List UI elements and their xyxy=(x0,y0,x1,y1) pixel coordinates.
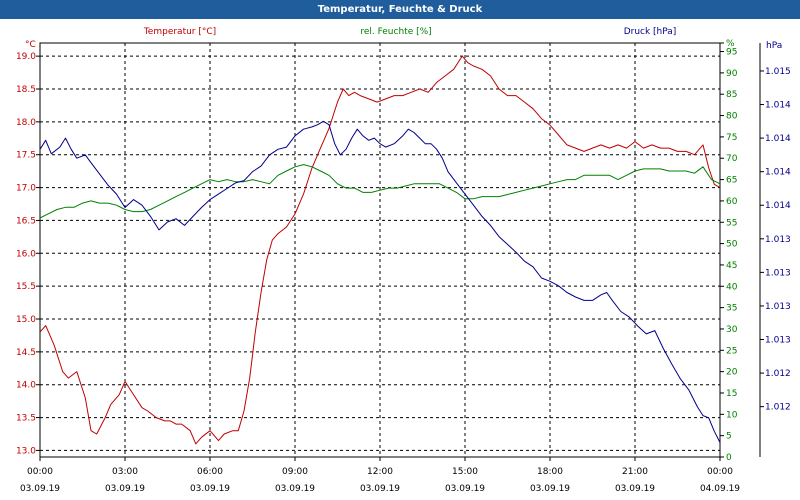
humidity-tick-label: 55 xyxy=(726,218,737,228)
x-tick-time: 03:00 xyxy=(112,467,138,477)
humidity-tick-label: 10 xyxy=(726,410,738,420)
x-tick-date: 03.09.19 xyxy=(105,484,145,494)
x-tick-time: 00:00 xyxy=(707,467,733,477)
series-lines xyxy=(39,55,721,445)
humidity-tick-label: 50 xyxy=(726,240,738,250)
legend-temperature: Temperatur [°C] xyxy=(143,27,216,37)
temperature-tick-label: 18.0 xyxy=(16,118,36,128)
x-tick-time: 09:00 xyxy=(282,467,308,477)
legend-pressure: Druck [hPa] xyxy=(624,27,677,37)
pressure-tick-label: 1.014 xyxy=(765,134,791,144)
humidity-tick-label: 5 xyxy=(726,432,732,442)
x-tick-date: 03.09.19 xyxy=(615,484,655,494)
temperature-tick-label: 17.5 xyxy=(16,151,36,161)
pressure-unit: hPa xyxy=(766,41,782,51)
humidity-tick-label: 75 xyxy=(726,133,737,143)
temperature-tick-label: 17.0 xyxy=(16,184,36,194)
pressure-tick-label: 1.014 xyxy=(765,201,791,211)
x-tick-date: 03.09.19 xyxy=(445,484,485,494)
humidity-tick-label: 95 xyxy=(726,48,737,58)
temperature-tick-label: 14.0 xyxy=(16,381,36,391)
x-tick-date: 03.09.19 xyxy=(530,484,570,494)
humidity-tick-label: 40 xyxy=(726,282,738,292)
pressure-tick-label: 1.014 xyxy=(765,168,791,178)
temperature-tick-label: 14.5 xyxy=(16,348,36,358)
legend-humidity: rel. Feuchte [%] xyxy=(360,27,431,37)
temperature-unit: °C xyxy=(25,40,36,50)
humidity-tick-label: 85 xyxy=(726,90,737,100)
x-tick-date: 04.09.19 xyxy=(700,484,740,494)
temperature-tick-label: 15.0 xyxy=(16,315,36,325)
humidity-tick-label: 60 xyxy=(726,197,738,207)
chart-area: 00:00 03.09.19 03:00 03.09.19 06:00 03.09.19 0… xyxy=(16,27,791,494)
x-tick-time: 00:00 xyxy=(27,467,53,477)
temperature-tick-label: 13.0 xyxy=(16,446,36,456)
x-tick-time: 21:00 xyxy=(622,467,648,477)
pressure-tick-label: 1.013 xyxy=(765,302,791,312)
axis-labels: 00:00 03.09.19 03:00 03.09.19 06:00 03.09.19 0… xyxy=(16,27,791,494)
humidity-tick-label: 90 xyxy=(726,69,738,79)
humidity-tick-label: 35 xyxy=(726,304,737,314)
humidity-tick-label: 65 xyxy=(726,176,737,186)
humidity-tick-label: 70 xyxy=(726,154,738,164)
axes xyxy=(36,42,764,461)
temperature-tick-label: 16.0 xyxy=(16,249,36,259)
pressure-tick-label: 1.012 xyxy=(765,369,791,379)
humidity-tick-label: 25 xyxy=(726,346,737,356)
pressure-tick-label: 1.013 xyxy=(765,235,791,245)
pressure-tick-label: 1.015 xyxy=(765,67,791,77)
x-tick-time: 18:00 xyxy=(537,467,563,477)
temperature-tick-label: 18.5 xyxy=(16,85,36,95)
x-tick-date: 03.09.19 xyxy=(190,484,230,494)
humidity-tick-label: 45 xyxy=(726,261,737,271)
pressure-tick-label: 1.012 xyxy=(765,403,791,413)
pressure-tick-label: 1.013 xyxy=(765,336,791,346)
grid-lines xyxy=(40,43,720,457)
pressure-tick-label: 1.014 xyxy=(765,101,791,111)
humidity-line xyxy=(39,164,721,219)
pressure-line xyxy=(39,120,721,443)
x-tick-date: 03.09.19 xyxy=(275,484,315,494)
humidity-tick-label: 80 xyxy=(726,112,738,122)
humidity-tick-label: % xyxy=(726,39,735,49)
humidity-tick-label: 30 xyxy=(726,325,738,335)
x-tick-date: 03.09.19 xyxy=(20,484,60,494)
temperature-tick-label: 16.5 xyxy=(16,216,36,226)
x-tick-time: 06:00 xyxy=(197,467,223,477)
humidity-tick-label: 20 xyxy=(726,368,738,378)
x-tick-time: 12:00 xyxy=(367,467,393,477)
temperature-tick-label: 19.0 xyxy=(16,52,36,62)
humidity-tick-label: 0 xyxy=(726,453,732,463)
temperature-line xyxy=(39,55,721,445)
humidity-tick-label: 15 xyxy=(726,389,737,399)
window-title: Temperatur, Feuchte & Druck xyxy=(0,0,800,19)
temperature-tick-label: 15.5 xyxy=(16,282,36,292)
x-tick-time: 15:00 xyxy=(452,467,478,477)
pressure-tick-label: 1.013 xyxy=(765,268,791,278)
temperature-tick-label: 13.5 xyxy=(16,414,36,424)
x-tick-date: 03.09.19 xyxy=(360,484,400,494)
